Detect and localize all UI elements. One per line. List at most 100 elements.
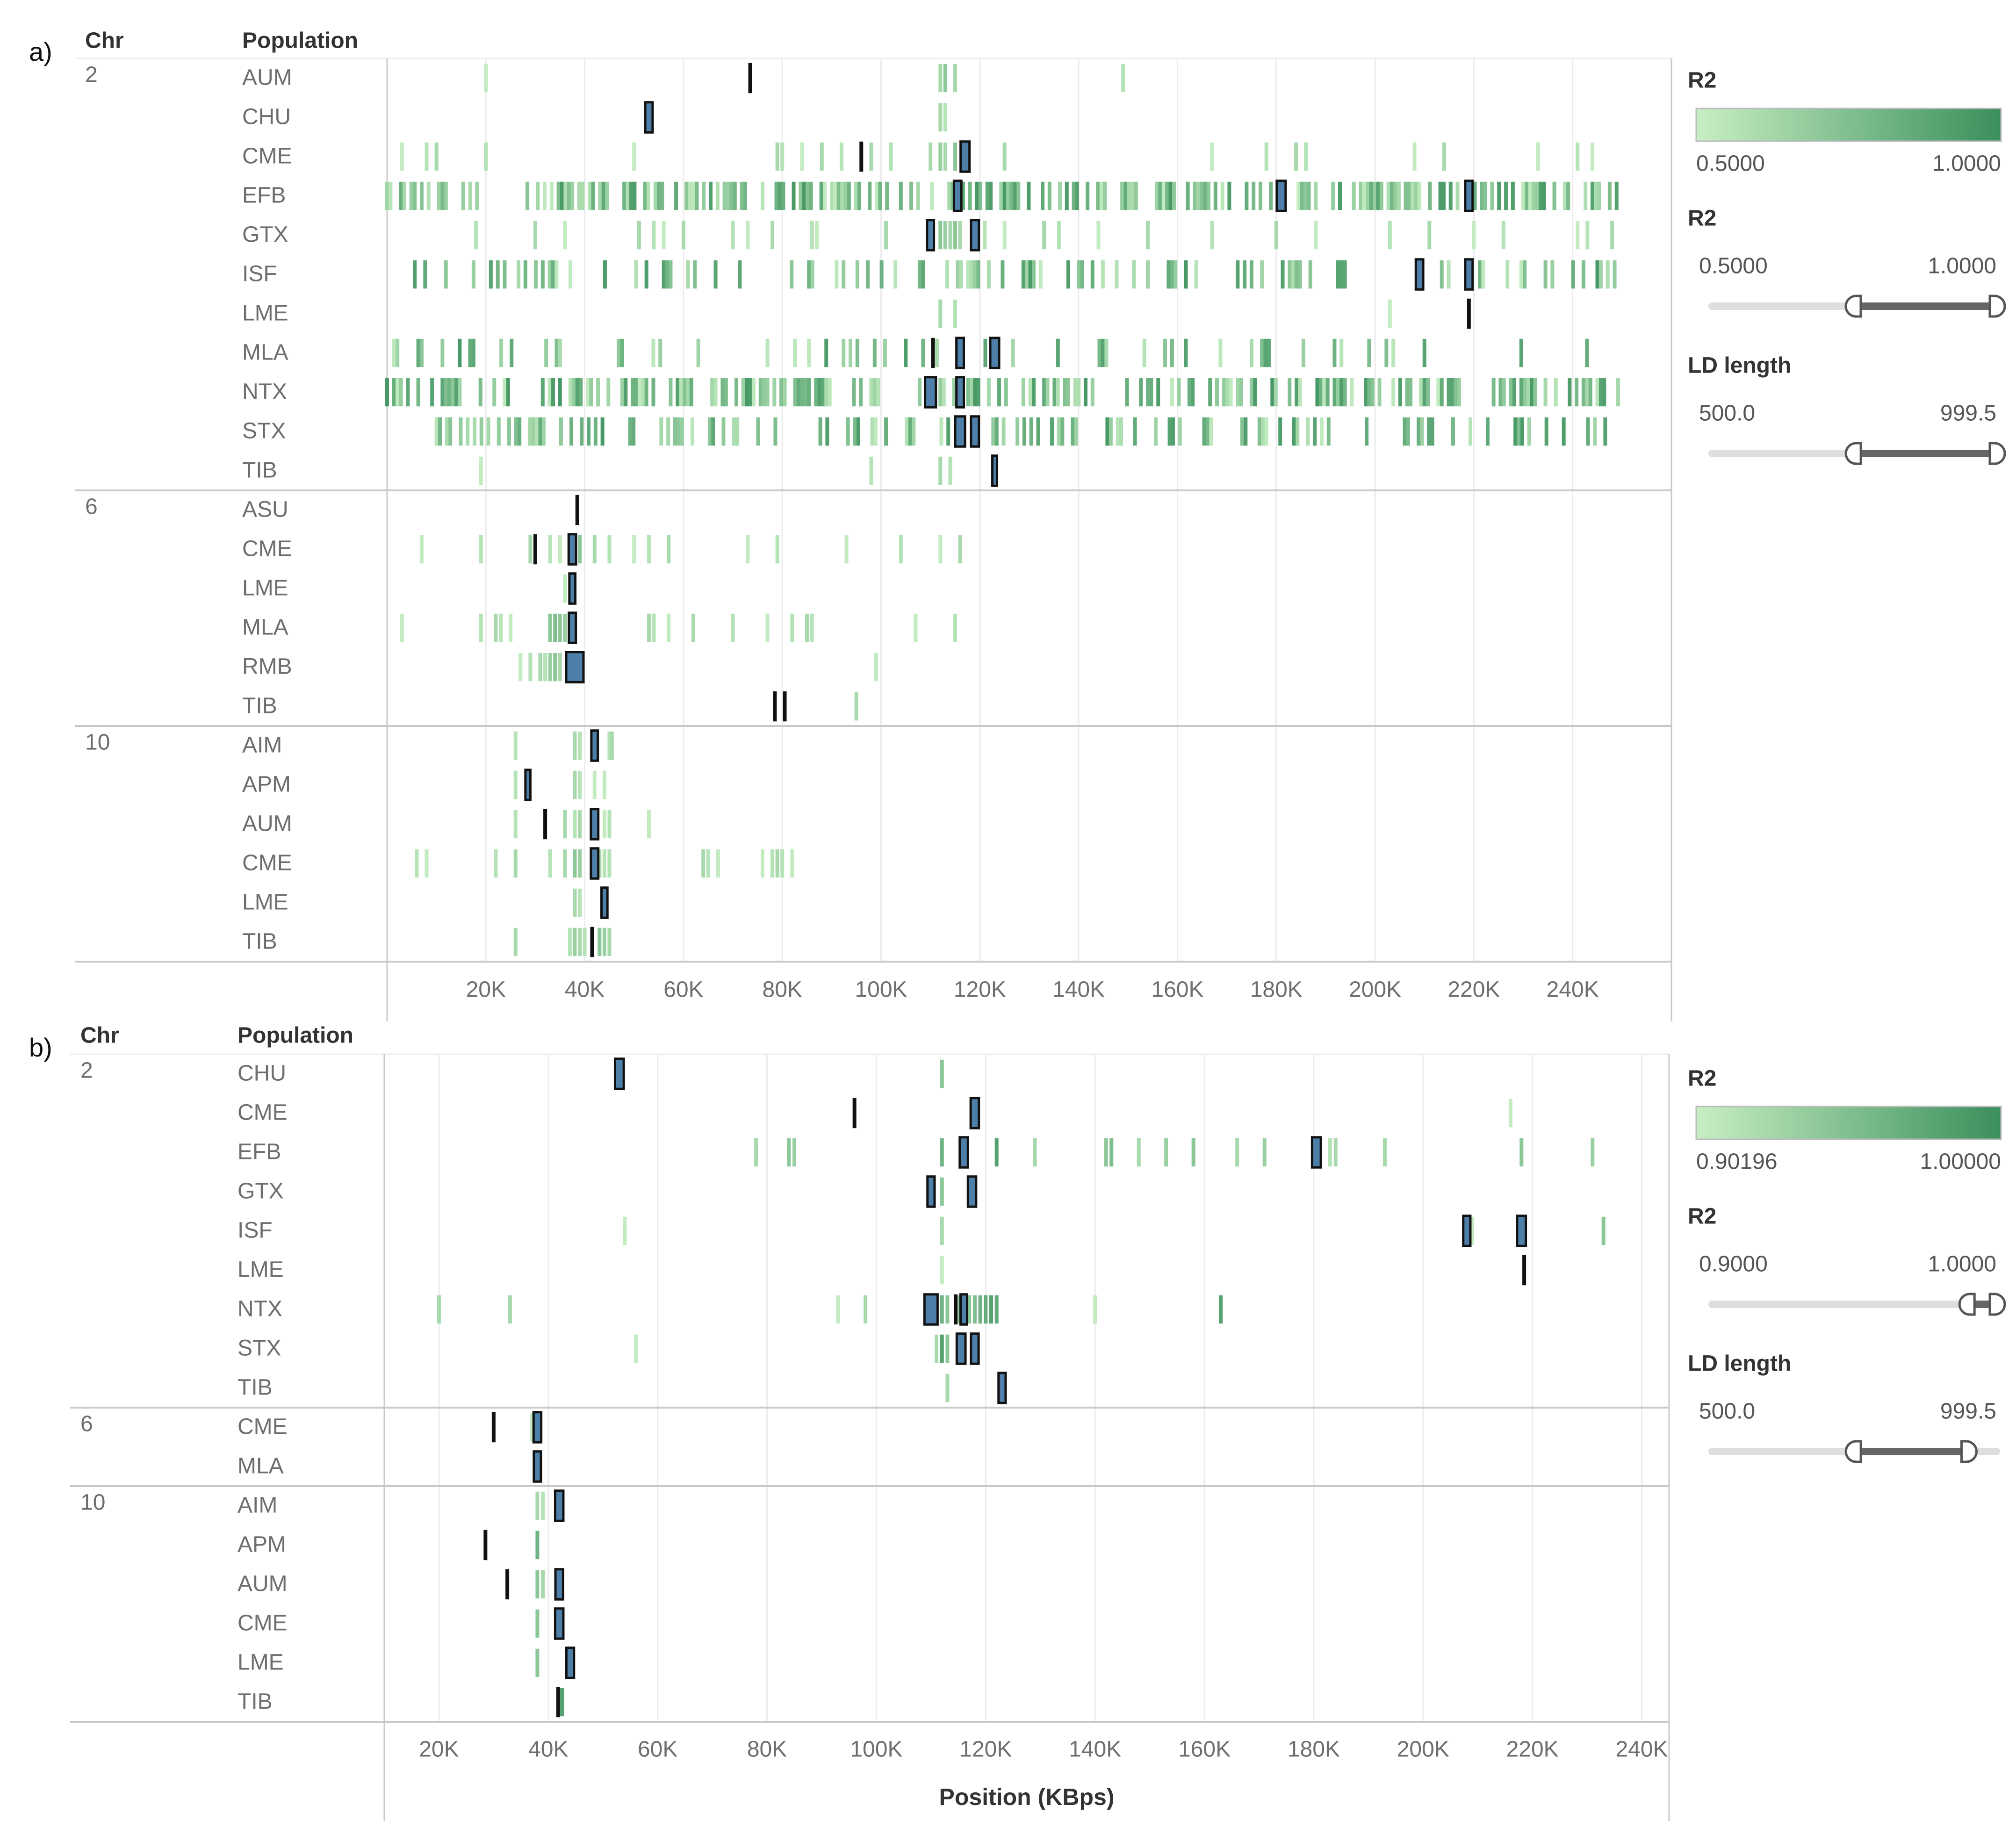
ld-segment — [1543, 378, 1548, 407]
ld-segment — [945, 1295, 950, 1324]
ld-segment — [667, 613, 671, 642]
highlight-block — [600, 886, 609, 919]
ld-segment — [499, 338, 504, 367]
slider-handle-max[interactable] — [1960, 1440, 1978, 1463]
ld-segment — [966, 378, 970, 407]
ld-segment — [548, 849, 552, 878]
ld-segment — [855, 338, 859, 367]
ld-segment — [1170, 260, 1174, 289]
ld-segment — [1428, 181, 1432, 210]
ld-segment — [548, 535, 552, 564]
ld-segment — [1205, 417, 1210, 446]
ld-segment — [426, 181, 431, 210]
slider-handle-max[interactable] — [1988, 295, 2006, 318]
ld-segment — [873, 417, 878, 446]
ld-segment — [1308, 260, 1312, 289]
ld-segment — [762, 378, 766, 407]
ld-segment — [1457, 378, 1461, 407]
color-legend-bar — [1695, 108, 2002, 142]
slider-handle-max[interactable] — [1988, 1293, 2006, 1316]
population-label: CME — [242, 144, 292, 169]
ld-segment — [425, 142, 429, 171]
ld-segment — [602, 770, 606, 799]
ld-segment — [701, 849, 706, 878]
ld-segment — [643, 181, 647, 210]
ld-segment — [598, 849, 602, 878]
ld-segment — [1298, 260, 1302, 289]
ld-segment — [969, 378, 973, 407]
x-axis-title: Position (KBps) — [939, 1784, 1115, 1810]
ld-segment — [943, 103, 947, 132]
slider-handle-min[interactable] — [1844, 1440, 1862, 1463]
ld-segment — [722, 181, 727, 210]
ld-segment — [843, 181, 848, 210]
ld-segment — [800, 378, 804, 407]
ld-segment — [581, 181, 585, 210]
ld-segment — [458, 338, 462, 367]
ld-segment — [1450, 378, 1454, 407]
ld-segment — [1066, 378, 1070, 407]
ld-segment — [492, 378, 497, 407]
ld-segment — [976, 378, 980, 407]
ld-segment — [474, 221, 478, 250]
ld-segment — [912, 417, 916, 446]
slider-handle-min[interactable] — [1844, 295, 1862, 318]
ld-segment — [972, 1295, 977, 1324]
ld-segment — [847, 181, 851, 210]
ld-segment — [415, 849, 419, 878]
ld-segment — [1021, 378, 1025, 407]
ld-segment — [1227, 181, 1231, 210]
ld-segment — [1325, 378, 1330, 407]
ld-segment — [950, 181, 955, 210]
highlight-block — [926, 1175, 936, 1208]
ld-segment — [1267, 338, 1271, 367]
ld-segment — [459, 417, 463, 446]
ld-segment — [721, 417, 726, 446]
ld-segment — [917, 378, 922, 407]
highlight-block — [966, 1175, 978, 1208]
highlight-block — [644, 101, 654, 134]
ld-segment — [1011, 338, 1015, 367]
ld-segment — [1132, 260, 1136, 289]
ld-segment — [840, 181, 844, 210]
ld-segment — [983, 221, 987, 250]
ld-segment — [665, 260, 670, 289]
ld-segment — [1313, 417, 1317, 446]
ld-segment — [1529, 378, 1534, 407]
ld-segment — [945, 260, 950, 289]
ld-segment — [1060, 417, 1065, 446]
ld-segment — [1314, 181, 1318, 210]
ld-segment — [644, 260, 648, 289]
ld-segment — [445, 417, 449, 446]
ld-segment — [859, 378, 863, 407]
ld-segment — [1071, 417, 1075, 446]
ld-segment — [1606, 260, 1610, 289]
population-label: CHU — [238, 1061, 286, 1086]
ld-segment — [1411, 181, 1415, 210]
highlight-block — [1464, 180, 1474, 212]
highlight-block — [567, 533, 577, 566]
ld-segment — [1052, 378, 1057, 407]
x-tick-label: 220K — [1447, 978, 1500, 1002]
ld-segment — [628, 417, 632, 446]
slider-handle-min[interactable] — [1844, 442, 1862, 465]
ld-segment — [1369, 181, 1373, 210]
ld-segment — [741, 378, 745, 407]
ld-segment — [1172, 181, 1176, 210]
ld-segment — [1419, 378, 1423, 407]
ld-segment — [1295, 378, 1299, 407]
ld-segment — [878, 181, 882, 210]
ld-segment — [1013, 181, 1017, 210]
ld-segment — [540, 378, 545, 407]
ld-segment — [713, 260, 718, 289]
ld-segment — [607, 849, 612, 878]
ld-segment — [1170, 338, 1174, 367]
ld-segment — [413, 260, 417, 289]
slider-handle-max[interactable] — [1988, 442, 2006, 465]
slider-handle-min[interactable] — [1958, 1293, 1976, 1316]
ld-segment — [973, 260, 977, 289]
ld-segment — [989, 181, 993, 210]
population-label: CME — [242, 537, 292, 561]
ld-segment — [938, 299, 943, 328]
ld-segment — [1343, 378, 1347, 407]
